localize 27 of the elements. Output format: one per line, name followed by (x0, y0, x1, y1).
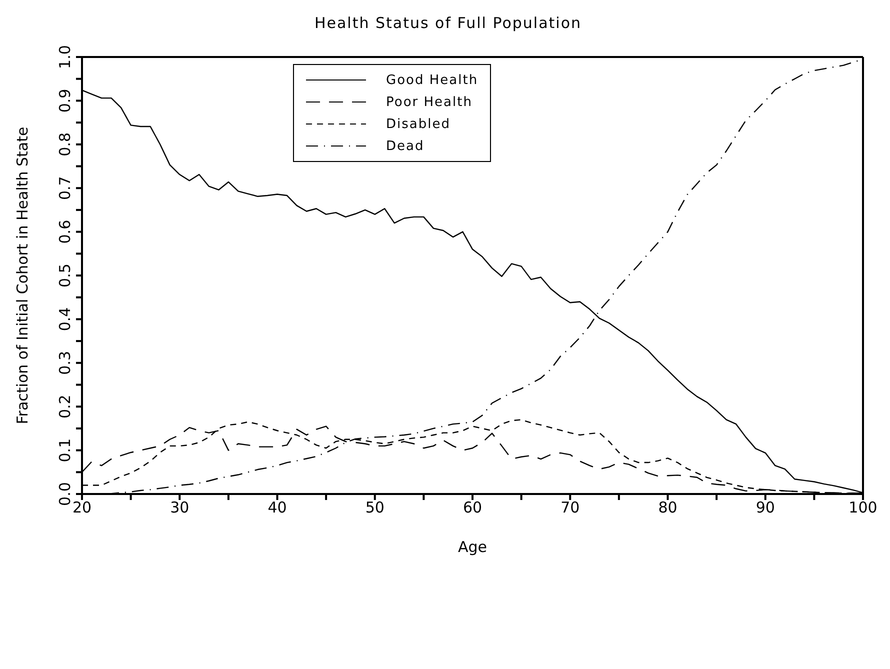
y-tick-label: 0.5 (56, 264, 74, 288)
x-tick-label: 40 (268, 498, 287, 517)
y-tick-label: 0.0 (56, 482, 74, 506)
legend-label: Poor Health (386, 94, 472, 110)
y-tick-label: 0.8 (56, 132, 74, 156)
y-tick-label: 0.1 (56, 438, 74, 462)
legend-label: Dead (386, 138, 424, 154)
y-tick-label: 0.4 (56, 307, 74, 332)
y-tick-label: 0.6 (56, 220, 74, 244)
x-tick-label: 30 (170, 498, 190, 517)
legend-label: Good Health (386, 72, 478, 88)
x-tick-label: 100 (848, 498, 878, 517)
legend-label: Disabled (386, 116, 450, 132)
y-tick-label: 0.7 (56, 176, 74, 200)
x-axis-title: Age (458, 538, 488, 556)
chart-title: Health Status of Full Population (313, 13, 583, 34)
x-tick-label: 50 (365, 498, 384, 517)
x-tick-label: 80 (658, 498, 678, 517)
x-tick-label: 90 (756, 498, 775, 517)
y-tick-label: 1.0 (56, 45, 74, 69)
x-tick-label: 20 (72, 498, 92, 517)
y-axis-title: Fraction of Initial Cohort in Health State (13, 126, 32, 424)
y-tick-label: 0.9 (56, 88, 74, 113)
y-tick-label: 0.2 (56, 394, 74, 419)
x-tick-label: 70 (560, 498, 580, 517)
x-tick-label: 60 (462, 498, 482, 517)
y-tick-label: 0.3 (56, 350, 74, 375)
